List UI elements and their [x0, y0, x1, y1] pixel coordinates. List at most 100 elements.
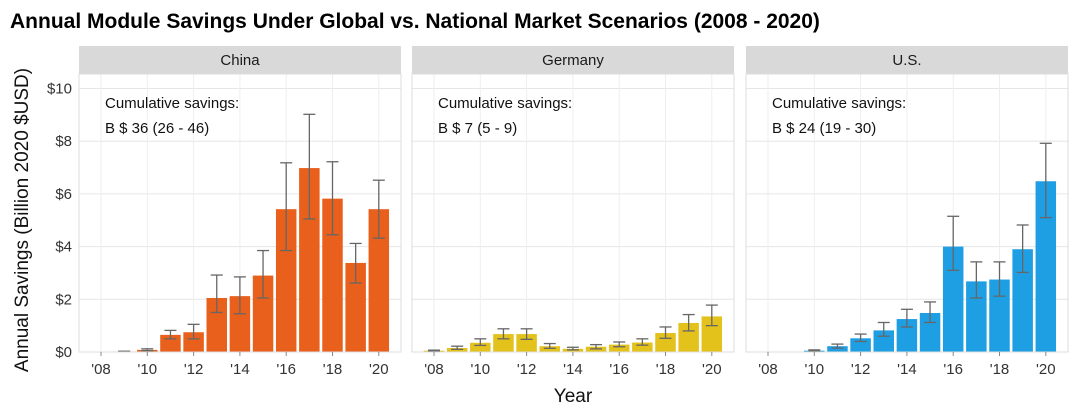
error-bar [659, 326, 672, 339]
bar [516, 334, 537, 352]
bar [942, 246, 964, 352]
bar [632, 342, 653, 352]
facet-strip-label: China [220, 52, 260, 69]
error-bar [566, 346, 579, 351]
x-tick-label: '16 [609, 361, 629, 378]
x-tick-label: '10 [138, 361, 158, 378]
x-tick-label: '08 [91, 361, 111, 378]
error-bar [497, 328, 510, 340]
x-tick-label: '08 [758, 361, 778, 378]
cumulative-savings-value: B $ 7 (5 - 9) [438, 120, 517, 137]
x-tick-label: '12 [851, 361, 871, 378]
error-bar [520, 328, 533, 341]
x-tick-label: '14 [230, 361, 250, 378]
y-axis-ticks: $0 $2 $4 $6 $8 $10 [47, 80, 72, 361]
x-tick-label: '18 [990, 361, 1010, 378]
error-bar [141, 348, 154, 352]
y-tick-label: $10 [47, 80, 72, 97]
bar [229, 296, 251, 352]
y-tick-label: $0 [55, 344, 72, 361]
bar [322, 198, 343, 352]
x-tick-label: '10 [805, 361, 825, 378]
error-bar [474, 338, 487, 347]
error-bar [1016, 224, 1029, 274]
y-tick-label: $8 [55, 133, 72, 150]
y-axis-title: Annual Savings (Billion 2020 $USD) [12, 68, 33, 372]
error-bar [164, 329, 177, 340]
bar [1035, 181, 1057, 352]
bar [539, 346, 560, 352]
error-bar [900, 308, 913, 328]
bar [299, 168, 320, 352]
error-bar [280, 162, 293, 252]
cumulative-savings-value: B $ 36 (26 - 46) [105, 120, 209, 137]
x-tick-label: '20 [1036, 361, 1056, 378]
error-bar [187, 323, 200, 340]
cumulative-savings-value: B $ 24 (19 - 30) [772, 120, 876, 137]
y-tick-label: $2 [55, 291, 72, 308]
error-bar [993, 261, 1006, 297]
error-bar [682, 313, 695, 332]
x-tick-label: '14 [563, 361, 583, 378]
cumulative-savings-label: Cumulative savings: [105, 95, 239, 112]
error-bar [233, 276, 246, 315]
x-tick-label: '16 [276, 361, 296, 378]
error-bar [257, 249, 270, 299]
x-tick-label: '16 [943, 361, 963, 378]
bar [678, 323, 699, 352]
facet-panel-germany: Germany Cumulative savings: B $ 7 (5 - 9) '… [411, 46, 735, 378]
facet-panel-china: China Cumulative savings: B $ 36 (26 - 46)… [78, 46, 402, 378]
bar [608, 344, 630, 352]
x-tick-label: '12 [184, 361, 204, 378]
y-tick-label: $6 [55, 186, 72, 203]
error-bar [636, 338, 649, 346]
error-bar [428, 349, 440, 352]
x-tick-label: '10 [471, 361, 491, 378]
x-axis-title: Year [554, 386, 593, 407]
cumulative-savings-label: Cumulative savings: [438, 95, 572, 112]
facet-panel-us: U.S. Cumulative savings: B $ 24 (19 - 30) '… [745, 46, 1069, 378]
error-bar [1039, 142, 1052, 219]
error-bar [590, 343, 603, 350]
bar [345, 262, 366, 352]
bar [368, 209, 390, 352]
facet-strip [412, 46, 734, 74]
error-bar [451, 345, 464, 351]
bar [446, 348, 468, 352]
x-tick-label: '18 [323, 361, 343, 378]
bar [206, 297, 227, 352]
error-bar [326, 161, 339, 236]
facet-panels: China Cumulative savings: B $ 36 (26 - 46)… [78, 46, 1069, 378]
error-bar [613, 341, 626, 348]
error-bar [970, 261, 983, 299]
bar [183, 332, 204, 352]
error-bar [854, 333, 867, 343]
error-bar [543, 342, 556, 349]
x-tick-label: '08 [424, 361, 444, 378]
cumulative-savings-label: Cumulative savings: [772, 95, 906, 112]
error-bar [947, 215, 960, 271]
bar [827, 346, 848, 352]
error-bar [831, 343, 844, 349]
error-bar [924, 301, 937, 324]
error-bar [877, 321, 890, 337]
error-bar [808, 349, 821, 352]
chart-title: Annual Module Savings Under Global vs. N… [10, 10, 820, 33]
error-bar [372, 179, 385, 239]
x-tick-label: '20 [369, 361, 389, 378]
x-tick-label: '18 [656, 361, 676, 378]
facet-strip [79, 46, 401, 74]
facet-strip-label: Germany [542, 52, 604, 69]
x-tick-label: '20 [702, 361, 722, 378]
x-tick-label: '12 [517, 361, 537, 378]
bar [252, 275, 274, 352]
bar [989, 279, 1010, 352]
error-bar [303, 113, 316, 220]
bar [470, 342, 491, 352]
facet-strip-label: U.S. [892, 52, 921, 69]
facet-strip [746, 46, 1068, 74]
bar [966, 281, 987, 352]
error-bar [349, 242, 362, 284]
x-tick-label: '14 [897, 361, 917, 378]
